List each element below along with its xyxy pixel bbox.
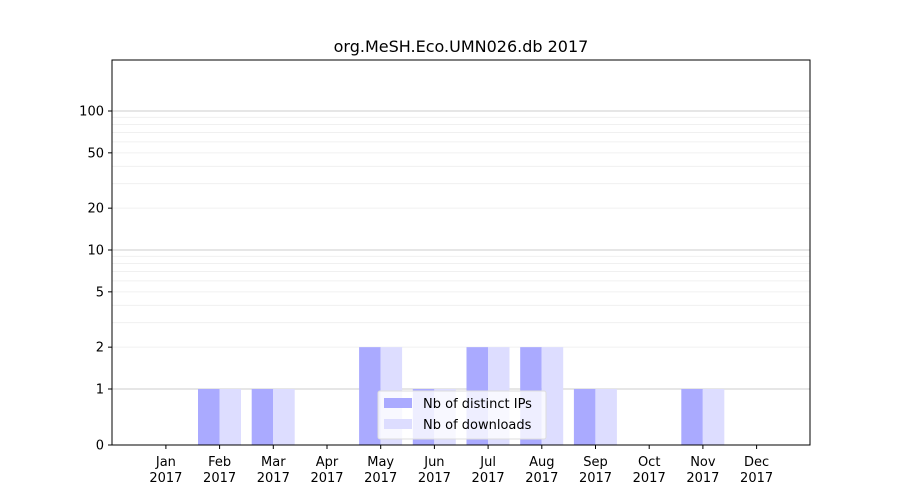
chart-title: org.MeSH.Eco.UMN026.db 2017 [334,37,589,56]
x-tick-label-sep: Sep 2017 [579,455,612,486]
y-tick-label: 2 [96,341,104,356]
bar-downloads-feb [219,389,241,445]
bar-downloads-mar [273,389,295,445]
x-tick-label-aug: Aug 2017 [525,455,558,486]
bar-ips-may [359,347,381,445]
y-tick-label: 20 [87,202,104,217]
legend-swatch-ips [384,398,412,408]
y-tick-label: 1 [96,383,104,398]
legend-label-downloads: Nb of downloads [423,418,532,433]
x-tick-label-apr: Apr 2017 [310,455,343,486]
bar-downloads-sep [595,389,617,445]
x-tick-label-may: May 2017 [364,455,397,486]
x-tick-label-feb: Feb 2017 [203,455,236,486]
legend-frame [377,390,547,440]
x-tick-label-jun: Jun 2017 [418,455,451,486]
x-tick-label-jan: Jan 2017 [149,455,182,486]
x-axis: Jan 2017 Feb 2017 Mar 2017 Apr 2017 May 2017 Jun 20… [149,445,773,486]
y-tick-label: 10 [87,244,104,259]
y-tick-label: 5 [96,285,104,300]
bar-downloads-aug [541,347,564,445]
x-tick-label-oct: Oct 2017 [633,455,666,486]
y-tick-label: 50 [87,146,104,161]
y-tick-label: 0 [96,439,104,454]
legend: Nb of distinct IPs Nb of downloads [377,390,547,440]
x-tick-label-nov: Nov 2017 [686,455,719,486]
y-axis: 0 1 2 5 10 20 50 100 [79,105,112,454]
x-tick-label-jul: Jul 2017 [472,455,505,486]
bar-downloads-nov [702,389,725,445]
bar-ips-nov [681,389,703,445]
x-tick-label-mar: Mar 2017 [257,455,290,486]
x-tick-label-dec: Dec 2017 [740,455,773,486]
bar-ips-feb [198,389,220,445]
grid-lines [112,110,810,390]
bar-ips-sep [573,389,596,445]
y-tick-label: 100 [79,105,104,120]
plot-frame [111,59,811,446]
legend-label-ips: Nb of distinct IPs [423,397,532,412]
bar-ips-mar [251,389,274,445]
legend-swatch-downloads [384,419,412,429]
